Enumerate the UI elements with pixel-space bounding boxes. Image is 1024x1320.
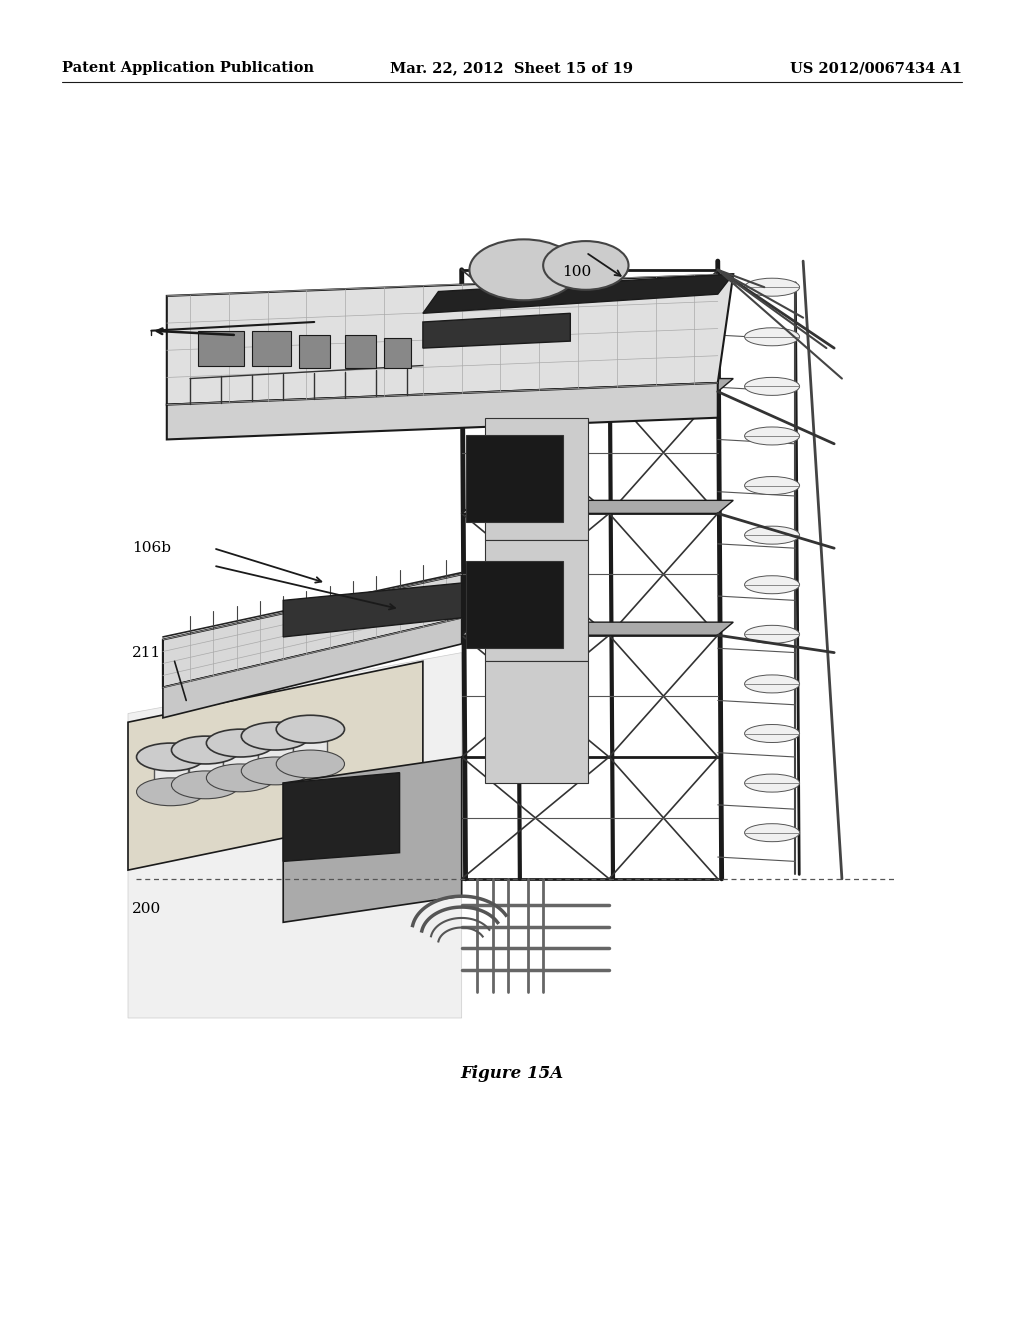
Ellipse shape: [136, 743, 205, 771]
Ellipse shape: [744, 675, 800, 693]
Polygon shape: [466, 436, 562, 523]
Ellipse shape: [744, 279, 800, 296]
Ellipse shape: [207, 729, 274, 756]
Text: 200: 200: [132, 903, 161, 916]
Text: 106b: 106b: [132, 541, 171, 556]
Polygon shape: [462, 622, 733, 635]
Polygon shape: [299, 335, 330, 368]
Ellipse shape: [744, 824, 800, 842]
Ellipse shape: [744, 774, 800, 792]
Ellipse shape: [744, 378, 800, 396]
Ellipse shape: [744, 626, 800, 643]
Text: Patent Application Publication: Patent Application Publication: [62, 61, 314, 75]
Ellipse shape: [276, 750, 344, 777]
Polygon shape: [462, 500, 733, 513]
Polygon shape: [423, 275, 733, 313]
Polygon shape: [293, 729, 328, 764]
Polygon shape: [223, 743, 258, 777]
Ellipse shape: [744, 477, 800, 495]
Ellipse shape: [744, 576, 800, 594]
Ellipse shape: [744, 426, 800, 445]
Ellipse shape: [276, 715, 344, 743]
Polygon shape: [252, 331, 291, 366]
Text: Figure 15A: Figure 15A: [461, 1064, 563, 1081]
Polygon shape: [167, 275, 733, 405]
Ellipse shape: [207, 764, 274, 792]
Polygon shape: [423, 313, 570, 348]
Polygon shape: [163, 574, 462, 688]
Polygon shape: [485, 661, 588, 783]
Polygon shape: [462, 379, 733, 392]
Polygon shape: [163, 618, 462, 718]
Polygon shape: [128, 661, 423, 870]
Ellipse shape: [744, 725, 800, 743]
Bar: [128, 148, 904, 1018]
Polygon shape: [284, 756, 462, 923]
Ellipse shape: [171, 737, 240, 764]
Polygon shape: [485, 417, 588, 540]
Polygon shape: [345, 335, 377, 368]
Text: Mar. 22, 2012  Sheet 15 of 19: Mar. 22, 2012 Sheet 15 of 19: [390, 61, 634, 75]
Polygon shape: [258, 737, 293, 771]
Ellipse shape: [171, 771, 240, 799]
Ellipse shape: [242, 756, 309, 785]
Ellipse shape: [136, 777, 205, 805]
Text: US 2012/0067434 A1: US 2012/0067434 A1: [790, 61, 962, 75]
Text: 100: 100: [562, 265, 592, 280]
Ellipse shape: [242, 722, 309, 750]
Polygon shape: [154, 756, 187, 792]
Polygon shape: [167, 383, 718, 440]
Polygon shape: [198, 331, 245, 366]
Polygon shape: [384, 338, 412, 368]
Ellipse shape: [543, 242, 629, 290]
Polygon shape: [284, 583, 462, 638]
Ellipse shape: [469, 239, 579, 300]
Ellipse shape: [744, 327, 800, 346]
Polygon shape: [128, 652, 462, 1018]
Polygon shape: [466, 561, 562, 648]
Ellipse shape: [744, 527, 800, 544]
Polygon shape: [188, 750, 222, 785]
Polygon shape: [485, 540, 588, 661]
Text: 211: 211: [132, 645, 161, 660]
Polygon shape: [284, 772, 399, 862]
